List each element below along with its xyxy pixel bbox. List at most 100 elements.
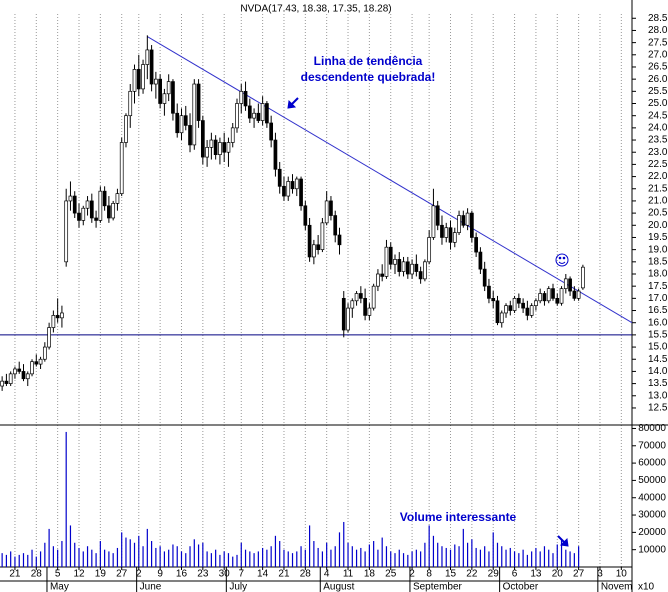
candle-body	[534, 300, 538, 307]
candle-body	[277, 168, 282, 187]
candle-body	[183, 115, 188, 126]
candle-body	[461, 215, 466, 226]
candle-body	[81, 207, 86, 221]
volume-bar	[44, 542, 46, 567]
y-tick-label: 19.5	[648, 232, 668, 243]
candle-body	[521, 302, 525, 309]
y-tick-label: 12.5	[648, 403, 668, 414]
candle-body	[491, 298, 496, 302]
volume-bar	[82, 551, 84, 567]
candle-body	[457, 215, 461, 233]
volume-bar	[411, 551, 413, 567]
candle-body	[235, 103, 239, 129]
candle-body	[64, 200, 69, 263]
volume-bar	[91, 549, 93, 567]
volume-bar	[189, 546, 191, 567]
volume-bar	[509, 547, 511, 567]
candle-body	[30, 361, 34, 375]
volume-bar	[355, 549, 358, 567]
volume-bar	[377, 549, 379, 567]
volume-bar	[65, 431, 67, 567]
volume-bar	[18, 554, 20, 567]
volume-bar	[86, 546, 89, 567]
candle-body	[525, 307, 530, 316]
annotation: Linha de tendência	[314, 54, 423, 68]
volume-bar	[390, 551, 392, 567]
volume-bar	[112, 553, 114, 567]
volume-bar	[108, 551, 110, 567]
candle-body	[4, 380, 9, 384]
y-tick-label: 22.0	[648, 171, 668, 182]
candle-body	[243, 90, 248, 107]
candle-body	[388, 246, 393, 265]
candle-body	[68, 195, 73, 202]
candle-body	[17, 368, 22, 372]
chart-title: NVDA(17.43, 18.38, 17.35, 18.28)	[240, 4, 391, 15]
candle-body	[175, 112, 180, 134]
volume-bar	[543, 546, 546, 567]
volume-bar	[116, 547, 119, 567]
candle-body	[333, 215, 338, 236]
volume-bar	[125, 537, 127, 567]
x-tick-label: 28	[300, 569, 312, 580]
volume-bar	[364, 551, 366, 567]
volume-bar	[270, 546, 272, 567]
month-label: October	[503, 582, 539, 592]
candle-body	[440, 224, 444, 238]
volume-bar	[522, 549, 524, 567]
volume-bar	[475, 547, 477, 567]
volume-bar	[150, 541, 153, 567]
y-tick-label: 13.0	[648, 390, 668, 401]
y-tick-label: 15.5	[648, 330, 668, 341]
volume-bar	[326, 542, 328, 567]
candle-body	[371, 285, 376, 309]
volume-bar	[266, 549, 268, 567]
volume-bar	[48, 528, 50, 567]
candle-body	[47, 327, 51, 348]
y-tick-label: 26.5	[648, 62, 668, 73]
candle-body	[358, 293, 363, 299]
y-tick-label: 21.5	[648, 183, 668, 194]
volume-bar	[142, 546, 144, 567]
candle-body	[222, 142, 227, 153]
x-tick-label: 10	[616, 569, 628, 580]
volume-bar	[253, 553, 255, 567]
volume-bar	[185, 553, 187, 567]
annotation: descendente quebrada!	[301, 70, 436, 84]
candle-body	[482, 268, 487, 287]
x-tick-label: 27	[116, 569, 128, 580]
candle-body	[316, 244, 320, 250]
candle-body	[205, 146, 209, 158]
volume-bar	[338, 532, 341, 567]
candle-body	[85, 200, 90, 209]
volume-bar	[168, 549, 170, 567]
candle-body	[435, 205, 440, 226]
volume-bar	[146, 528, 148, 567]
volume-bar	[360, 547, 362, 567]
y-tick-label: 24.5	[648, 110, 668, 121]
volume-bar	[202, 542, 204, 567]
volume-bar	[466, 542, 469, 567]
volume-bar	[274, 535, 277, 567]
volume-bar	[343, 521, 345, 567]
volume-bar	[129, 539, 131, 567]
candle-body	[563, 278, 568, 289]
candle-body	[0, 380, 4, 387]
candle-body	[38, 358, 43, 365]
candle-body	[512, 298, 517, 311]
x-tick-label: 25	[385, 569, 397, 580]
candle-body	[55, 315, 60, 319]
candle-body	[448, 227, 453, 243]
volume-bar	[176, 546, 178, 567]
volume-bar	[351, 546, 353, 567]
volume-bar	[296, 551, 298, 567]
volume-bar	[104, 549, 106, 567]
volume-bar	[539, 551, 541, 567]
candle-body	[350, 300, 355, 309]
candle-body	[269, 122, 274, 141]
candle-body	[363, 298, 367, 316]
candle-body	[154, 78, 158, 85]
candle-body	[354, 293, 359, 302]
volume-bar	[206, 551, 208, 567]
